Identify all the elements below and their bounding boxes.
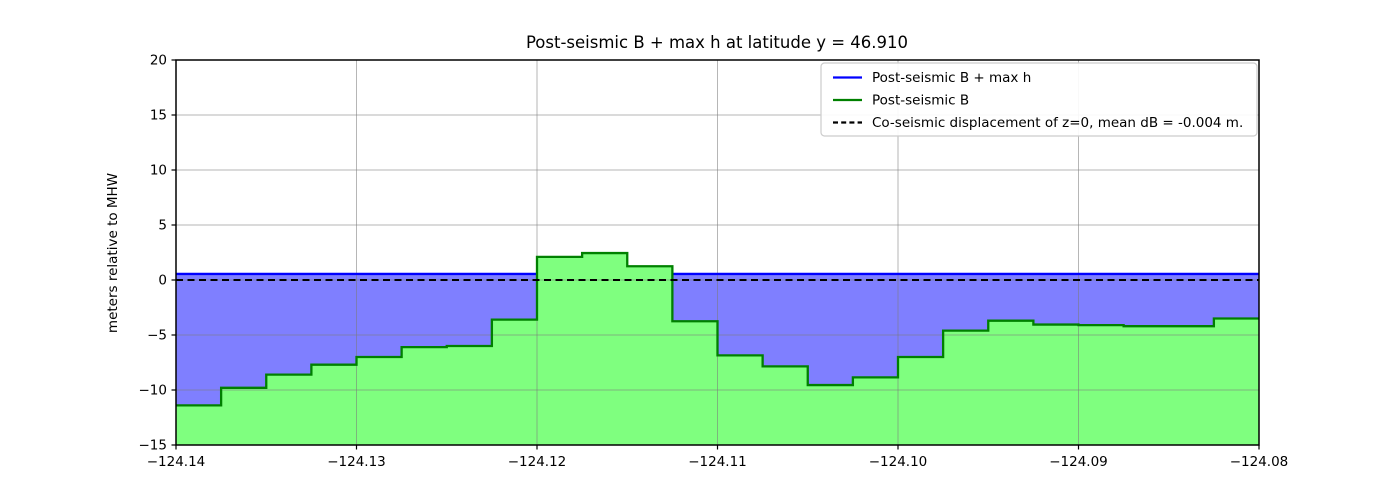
y-axis: 20 15 10 5 0 −5 −10 −15 — [139, 53, 176, 454]
y-tick-label: −5 — [147, 328, 167, 344]
x-tick-label: −124.14 — [147, 454, 206, 470]
y-tick-label: −15 — [139, 438, 168, 454]
x-axis: −124.14 −124.13 −124.12 −124.11 −124.10 −124.… — [147, 445, 1289, 470]
x-tick-label: −124.12 — [508, 454, 567, 470]
legend-label-co-seismic-displacement: Co-seismic displacement of z=0, mean dB … — [872, 115, 1243, 131]
legend: Post-seismic B + max h Post-seismic B Co-s… — [820, 62, 1258, 137]
y-tick-label: 0 — [158, 273, 167, 289]
y-tick-label: −10 — [139, 383, 168, 399]
post-seismic-b-step-line — [176, 251, 1259, 407]
legend-label-post-seismic-b-plus-max-h: Post-seismic B + max h — [872, 70, 1031, 86]
y-tick-label: 10 — [150, 163, 167, 179]
plot-area: −124.14 −124.13 −124.12 −124.11 −124.10 −124.… — [139, 53, 1289, 471]
chart-title: Post-seismic B + max h at latitude y = 4… — [526, 33, 908, 52]
legend-label-post-seismic-b: Post-seismic B — [872, 93, 969, 109]
x-tick-label: −124.10 — [869, 454, 928, 470]
legend-box — [820, 62, 1258, 137]
y-tick-label: 15 — [150, 108, 167, 124]
x-tick-label: −124.09 — [1049, 454, 1108, 470]
y-tick-label: 5 — [158, 218, 167, 234]
x-tick-label: −124.11 — [688, 454, 747, 470]
x-tick-label: −124.13 — [327, 454, 386, 470]
y-axis-label: meters relative to MHW — [105, 173, 121, 333]
x-tick-label: −124.08 — [1230, 454, 1289, 470]
y-tick-label: 20 — [150, 53, 167, 69]
